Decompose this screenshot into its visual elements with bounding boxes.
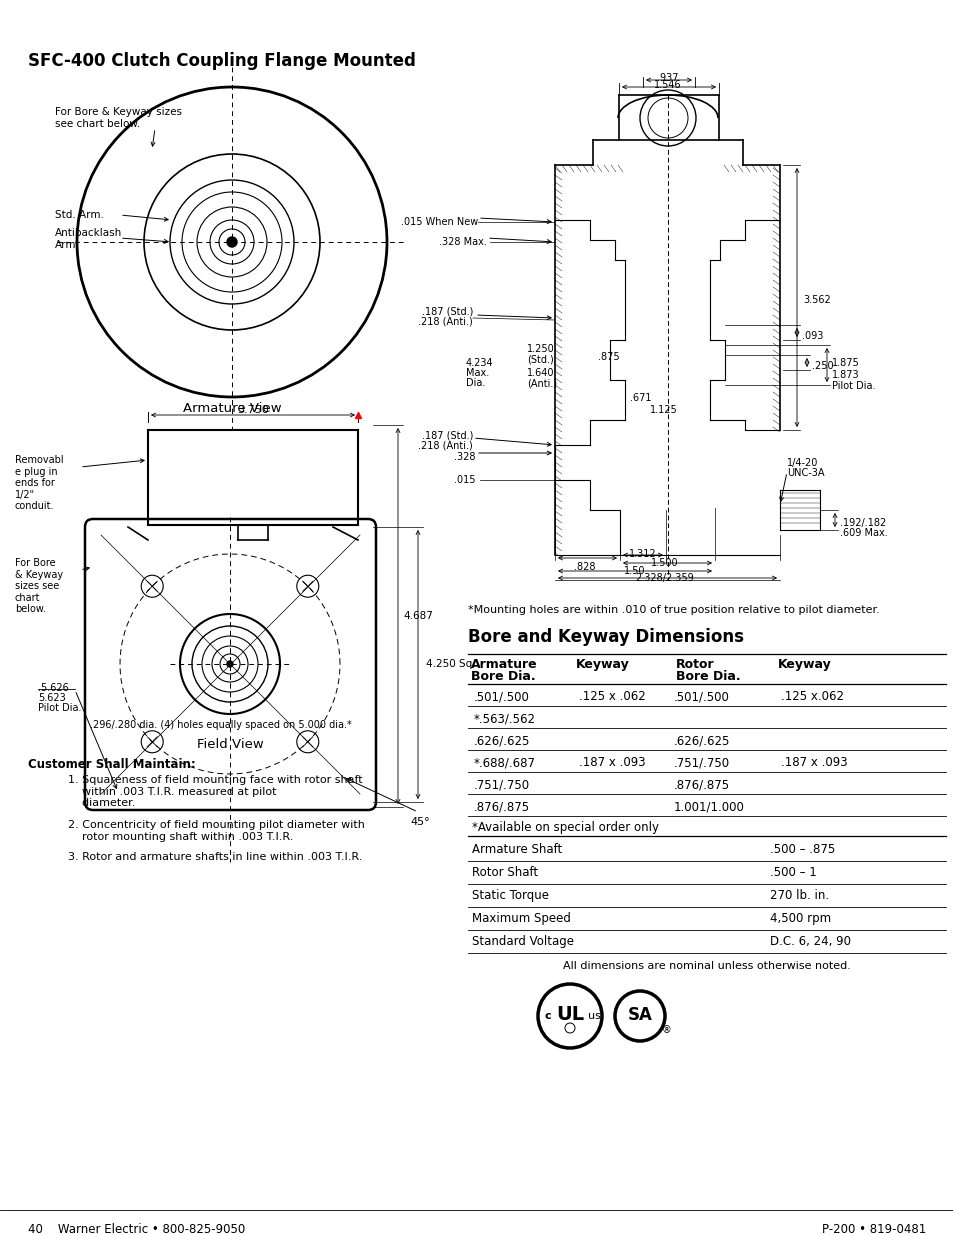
Text: Rotor Shaft: Rotor Shaft (472, 866, 537, 879)
Text: *.688/.687: *.688/.687 (474, 756, 536, 769)
Text: Std. Arm.: Std. Arm. (55, 210, 104, 220)
Text: SA: SA (627, 1007, 652, 1024)
Text: *Mounting holes are within .010 of true position relative to pilot diameter.: *Mounting holes are within .010 of true … (468, 605, 879, 615)
Text: Dia.: Dia. (465, 378, 485, 388)
Text: 1.250: 1.250 (526, 345, 554, 354)
Text: D.C. 6, 24, 90: D.C. 6, 24, 90 (769, 935, 850, 948)
Text: .093: .093 (801, 331, 822, 341)
Text: .876/.875: .876/.875 (474, 800, 530, 813)
Text: *.563/.562: *.563/.562 (474, 713, 536, 725)
Text: 40    Warner Electric • 800-825-9050: 40 Warner Electric • 800-825-9050 (28, 1223, 245, 1235)
Text: .626/.625: .626/.625 (474, 734, 530, 747)
Text: 1.50: 1.50 (623, 566, 645, 576)
Text: .751/.750: .751/.750 (673, 756, 729, 769)
Text: Bore and Keyway Dimensions: Bore and Keyway Dimensions (468, 629, 743, 646)
Text: 4.250 Sq.: 4.250 Sq. (426, 659, 476, 669)
Text: 2. Concentricity of field mounting pilot diameter with
    rotor mounting shaft : 2. Concentricity of field mounting pilot… (68, 820, 364, 841)
Text: *Available on special order only: *Available on special order only (472, 821, 659, 834)
Text: .328 Max.: .328 Max. (438, 237, 486, 247)
Text: 45°: 45° (410, 818, 429, 827)
Text: 1.125: 1.125 (649, 405, 677, 415)
Text: 1.875
1.873
Pilot Dia.: 1.875 1.873 Pilot Dia. (831, 358, 875, 391)
Text: .296/.280 dia. (4) holes equally spaced on 5.000 dia.*: .296/.280 dia. (4) holes equally spaced … (90, 720, 352, 730)
Text: (Anti.): (Anti.) (526, 378, 557, 388)
Text: .015: .015 (454, 475, 476, 485)
Text: .187 (Std.): .187 (Std.) (421, 430, 473, 440)
Text: Customer Shall Maintain:: Customer Shall Maintain: (28, 758, 195, 771)
Text: 3. Rotor and armature shafts in line within .003 T.I.R.: 3. Rotor and armature shafts in line wit… (68, 852, 362, 862)
Text: UNC-3A: UNC-3A (786, 468, 823, 478)
Text: .5.626: .5.626 (38, 683, 69, 693)
Text: Standard Voltage: Standard Voltage (472, 935, 574, 948)
Text: 2.328/2.359: 2.328/2.359 (635, 573, 694, 583)
Text: .187 x .093: .187 x .093 (578, 756, 645, 769)
Text: Armature Shaft: Armature Shaft (472, 844, 561, 856)
Text: (Std.): (Std.) (526, 354, 553, 364)
Text: .125 x.062: .125 x.062 (781, 690, 843, 703)
Text: Keyway: Keyway (778, 658, 831, 671)
Text: 4.687: 4.687 (402, 611, 433, 621)
Text: 1. Squareness of field mounting face with rotor shaft
    within .003 T.I.R. mea: 1. Squareness of field mounting face wit… (68, 776, 362, 808)
Text: .192/.182: .192/.182 (840, 517, 885, 529)
Text: Removabl
e plug in
ends for
1/2"
conduit.: Removabl e plug in ends for 1/2" conduit… (15, 454, 64, 511)
Text: 1.001/1.000: 1.001/1.000 (673, 800, 744, 813)
Text: 1.640: 1.640 (526, 368, 554, 378)
Text: .937: .937 (657, 73, 678, 83)
Text: us: us (587, 1011, 599, 1021)
Text: .500 – 1: .500 – 1 (769, 866, 816, 879)
Text: .500 – .875: .500 – .875 (769, 844, 835, 856)
Text: .751/.750: .751/.750 (474, 778, 530, 790)
Text: 1/4-20: 1/4-20 (786, 458, 818, 468)
Text: .250: .250 (811, 361, 833, 370)
Text: .187 x .093: .187 x .093 (781, 756, 846, 769)
Text: Static Torque: Static Torque (472, 889, 548, 902)
Text: UL: UL (556, 1004, 583, 1024)
Text: Bore Dia.: Bore Dia. (676, 671, 740, 683)
Text: .875: .875 (598, 352, 619, 362)
Text: 3.562: 3.562 (802, 295, 830, 305)
Text: 4.234: 4.234 (465, 358, 493, 368)
Text: .671: .671 (629, 393, 651, 403)
Text: Maximum Speed: Maximum Speed (472, 911, 570, 925)
Text: 1.546: 1.546 (654, 80, 681, 90)
Text: .828: .828 (574, 562, 595, 572)
Text: .328: .328 (454, 452, 476, 462)
Text: All dimensions are nominal unless otherwise noted.: All dimensions are nominal unless otherw… (562, 961, 850, 971)
Text: .218 (Anti.): .218 (Anti.) (417, 316, 473, 326)
Text: .876/.875: .876/.875 (673, 778, 729, 790)
Text: Armature View: Armature View (182, 403, 281, 415)
Text: Keyway: Keyway (576, 658, 629, 671)
Text: Max.: Max. (465, 368, 489, 378)
Text: .609 Max.: .609 Max. (840, 529, 887, 538)
Text: .015 When New: .015 When New (400, 217, 477, 227)
Text: 4,500 rpm: 4,500 rpm (769, 911, 830, 925)
Text: .626/.625: .626/.625 (673, 734, 730, 747)
Text: For Bore & Keyway sizes
see chart below.: For Bore & Keyway sizes see chart below. (55, 107, 182, 128)
Circle shape (227, 661, 233, 667)
Text: 5.623: 5.623 (38, 693, 66, 703)
Text: 1.500: 1.500 (651, 558, 679, 568)
Text: 270 lb. in.: 270 lb. in. (769, 889, 828, 902)
Text: Bore Dia.: Bore Dia. (471, 671, 535, 683)
Text: .501/.500: .501/.500 (673, 690, 729, 703)
Text: Armature: Armature (471, 658, 537, 671)
Text: For Bore
& Keyway
sizes see
chart
below.: For Bore & Keyway sizes see chart below. (15, 558, 63, 614)
Text: 3.750: 3.750 (237, 405, 269, 415)
Text: 1.312: 1.312 (629, 550, 656, 559)
Text: SFC-400 Clutch Coupling Flange Mounted: SFC-400 Clutch Coupling Flange Mounted (28, 52, 416, 70)
Text: Rotor: Rotor (676, 658, 714, 671)
Text: .501/.500: .501/.500 (474, 690, 529, 703)
Text: c: c (544, 1011, 551, 1021)
Text: .187 (Std.): .187 (Std.) (421, 306, 473, 316)
Text: P-200 • 819-0481: P-200 • 819-0481 (821, 1223, 925, 1235)
Text: Field View: Field View (196, 739, 263, 751)
Text: .218 (Anti.): .218 (Anti.) (417, 440, 473, 450)
Text: Pilot Dia.: Pilot Dia. (38, 703, 81, 713)
Text: Antibacklash
Arm.: Antibacklash Arm. (55, 228, 122, 249)
Circle shape (227, 237, 236, 247)
Text: .125 x .062: .125 x .062 (578, 690, 645, 703)
Text: ®: ® (661, 1025, 671, 1035)
